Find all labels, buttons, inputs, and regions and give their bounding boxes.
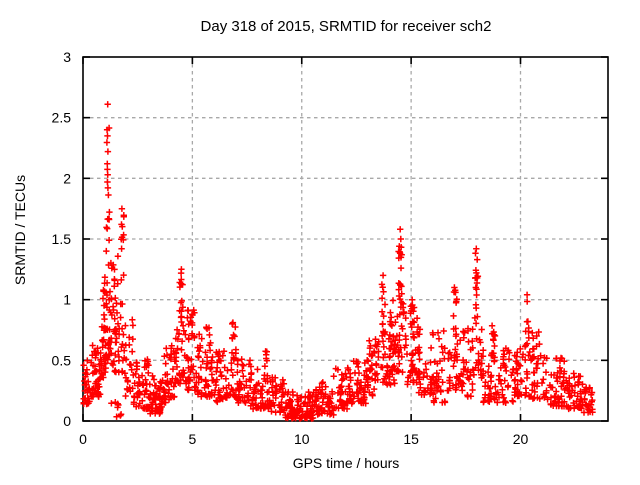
x-tick-label: 5 (188, 431, 196, 447)
tick-labels: 0 5 10 15 20 0 0.5 1 1.5 2 2.5 3 (52, 49, 529, 447)
plot-border-rect (82, 56, 609, 422)
plot-border (82, 56, 609, 422)
y-tick-label: 1 (63, 292, 71, 308)
x-axis-label: GPS time / hours (293, 455, 400, 471)
x-tick-label: 20 (513, 431, 529, 447)
y-tick-label: 2 (63, 170, 71, 186)
y-tick-label: 0 (63, 413, 71, 429)
data-points (80, 101, 596, 422)
y-tick-label: 1.5 (52, 231, 72, 247)
scatter-plus-markers (80, 101, 596, 422)
y-tick-label: 3 (63, 49, 71, 65)
x-tick-label: 0 (79, 431, 87, 447)
chart-title: Day 318 of 2015, SRMTID for receiver sch… (201, 18, 492, 35)
grid-lines (83, 57, 608, 421)
x-tick-label: 10 (294, 431, 310, 447)
x-tick-label: 15 (403, 431, 419, 447)
y-tick-label: 2.5 (52, 110, 72, 126)
y-tick-label: 0.5 (52, 352, 72, 368)
y-axis-label: SRMTID / TECUs (12, 175, 28, 285)
